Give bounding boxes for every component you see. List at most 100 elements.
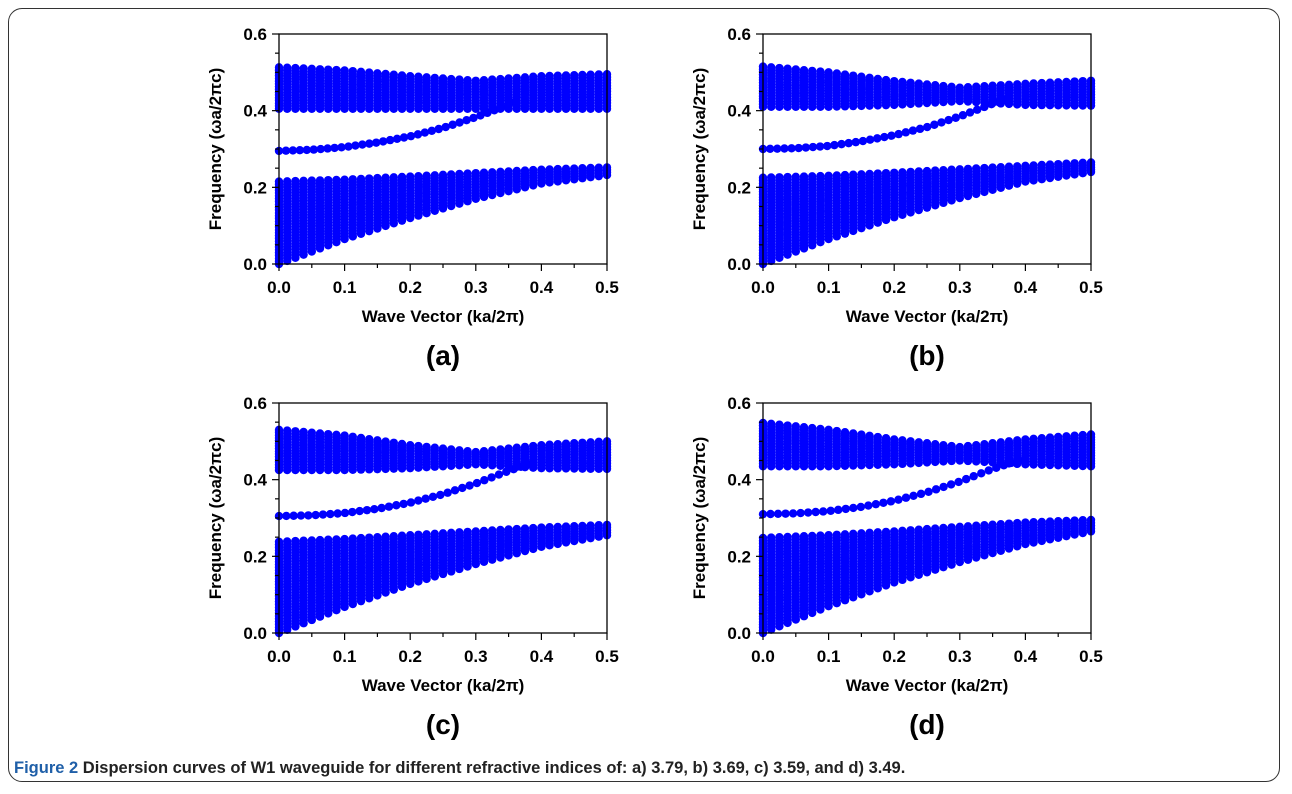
- y-tick-label: 0.2: [727, 178, 751, 197]
- guided-mode-point: [462, 116, 471, 125]
- band-point: [775, 533, 784, 542]
- guided-mode-point: [864, 501, 873, 510]
- band-point: [447, 74, 456, 84]
- band-point: [1037, 433, 1047, 443]
- band-point: [1029, 161, 1038, 170]
- guided-mode-point: [994, 97, 1003, 107]
- band-point: [348, 432, 357, 441]
- band-point: [561, 522, 571, 531]
- guided-mode-point: [873, 134, 882, 143]
- band-point: [422, 171, 431, 180]
- y-axis-title: Frequency (ωa/2πc): [690, 437, 709, 599]
- guided-mode-point: [483, 108, 492, 118]
- x-axis-title: Wave Vector (ka/2π): [362, 676, 525, 695]
- guided-mode-point: [428, 492, 438, 502]
- band-point: [767, 419, 776, 428]
- x-tick-label: 0.5: [1079, 278, 1103, 297]
- y-tick-label: 0.0: [243, 255, 267, 274]
- guided-mode-point: [289, 511, 298, 520]
- y-tick-label: 0.0: [727, 624, 751, 643]
- band-point: [1013, 162, 1022, 171]
- band-point: [283, 426, 292, 435]
- guided-mode-point: [421, 494, 430, 503]
- band-point: [340, 66, 349, 75]
- band-point: [947, 523, 956, 532]
- band-point: [356, 67, 366, 77]
- x-tick-label: 0.0: [267, 647, 291, 666]
- band-point: [767, 63, 776, 72]
- band-point: [512, 166, 521, 176]
- guided-mode-point: [472, 478, 482, 488]
- guided-mode-point: [304, 511, 313, 520]
- band-point: [570, 71, 579, 80]
- band-point: [1062, 516, 1071, 526]
- band-point: [520, 442, 530, 452]
- band-point: [438, 444, 448, 453]
- guided-mode-point: [355, 506, 364, 516]
- guided-mode-point: [780, 144, 789, 153]
- band-point: [1045, 433, 1055, 442]
- guided-mode-point: [972, 105, 982, 114]
- band-point: [578, 70, 587, 80]
- x-tick-label: 0.5: [595, 278, 619, 297]
- guided-mode-point: [844, 138, 853, 148]
- band-point: [816, 171, 825, 181]
- band-point: [438, 74, 448, 83]
- band-point: [373, 532, 382, 542]
- band-point: [307, 428, 316, 437]
- band-point: [545, 71, 554, 81]
- band-point: [397, 172, 407, 182]
- guided-mode-point: [766, 509, 775, 519]
- band-point: [922, 439, 932, 448]
- band-point: [955, 165, 964, 174]
- band-point: [324, 175, 333, 185]
- band-point: [504, 74, 513, 83]
- guided-mode-point: [951, 113, 960, 122]
- band-point: [816, 424, 825, 434]
- guided-mode-point: [509, 464, 518, 474]
- band-point: [865, 528, 874, 538]
- guided-mode-point: [385, 135, 395, 145]
- band-point: [529, 523, 538, 533]
- band-point: [1013, 518, 1022, 528]
- guided-mode-point: [939, 482, 948, 492]
- band-point: [849, 529, 858, 539]
- band-point: [1045, 160, 1055, 169]
- band-point: [414, 441, 423, 451]
- band-point: [496, 167, 505, 177]
- band-point: [980, 82, 989, 91]
- guided-mode-point: [977, 469, 986, 478]
- band-point: [348, 175, 357, 184]
- band-point: [307, 64, 316, 74]
- x-axis-title: Wave Vector (ka/2π): [846, 307, 1009, 326]
- guided-mode-point: [318, 510, 328, 519]
- guided-mode-point: [901, 493, 911, 502]
- band-point: [570, 522, 579, 531]
- band-point: [881, 434, 891, 443]
- band-point: [783, 421, 792, 430]
- guided-mode-point: [337, 143, 346, 152]
- band-point: [504, 525, 513, 534]
- band-point: [881, 527, 891, 537]
- y-tick-label: 0.4: [243, 102, 267, 121]
- band-point: [881, 168, 891, 178]
- band-point: [906, 167, 915, 177]
- band-point: [1045, 517, 1055, 526]
- band-point: [299, 64, 308, 73]
- band-point: [906, 526, 915, 535]
- band-point: [840, 70, 850, 79]
- guided-mode-point: [370, 505, 379, 514]
- y-tick-label: 0.2: [727, 547, 751, 566]
- x-axis-title: Wave Vector (ka/2π): [846, 676, 1009, 695]
- band-point: [1013, 80, 1022, 89]
- band-point: [447, 528, 456, 538]
- guided-mode-point: [858, 136, 868, 146]
- guided-mode-point: [434, 124, 443, 134]
- band-point: [1021, 79, 1030, 89]
- band-point: [455, 169, 464, 179]
- band-point: [980, 163, 989, 173]
- band-point: [972, 164, 981, 173]
- band-point: [922, 80, 932, 89]
- band-point: [471, 76, 480, 85]
